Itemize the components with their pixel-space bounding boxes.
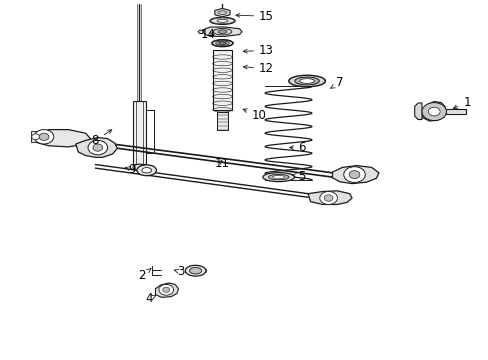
Text: 12: 12 [243, 62, 273, 75]
Bar [216, 112, 228, 130]
Circle shape [93, 144, 102, 151]
Polygon shape [133, 101, 145, 166]
Polygon shape [422, 102, 445, 121]
Polygon shape [203, 27, 242, 36]
Ellipse shape [288, 75, 325, 87]
Circle shape [319, 192, 337, 204]
Text: 9: 9 [125, 163, 136, 176]
Text: 13: 13 [243, 44, 273, 57]
Circle shape [324, 195, 332, 201]
Text: 2: 2 [138, 269, 151, 282]
Bar [445, 109, 465, 114]
Polygon shape [214, 8, 230, 17]
Text: 3: 3 [174, 265, 184, 278]
Ellipse shape [215, 41, 229, 45]
Text: 11: 11 [215, 157, 229, 170]
Text: 14: 14 [200, 28, 215, 41]
Ellipse shape [294, 77, 319, 85]
Ellipse shape [268, 175, 288, 180]
Circle shape [159, 284, 173, 295]
Bar [212, 50, 232, 110]
Polygon shape [414, 103, 421, 120]
Circle shape [348, 171, 359, 179]
Ellipse shape [133, 164, 145, 171]
Ellipse shape [189, 267, 202, 274]
Ellipse shape [185, 265, 205, 276]
Polygon shape [76, 138, 117, 157]
Polygon shape [307, 191, 351, 204]
Ellipse shape [209, 17, 235, 24]
Circle shape [343, 167, 365, 183]
Ellipse shape [299, 79, 314, 84]
Circle shape [427, 107, 439, 116]
Text: 5: 5 [292, 170, 305, 183]
Circle shape [421, 103, 446, 121]
Text: 4: 4 [145, 292, 156, 305]
Circle shape [34, 130, 54, 144]
Text: 6: 6 [289, 141, 305, 154]
Text: 8: 8 [91, 130, 112, 147]
Ellipse shape [213, 28, 231, 35]
Ellipse shape [272, 176, 284, 179]
Circle shape [163, 287, 169, 292]
Ellipse shape [218, 30, 226, 33]
Bar [31, 131, 41, 142]
Ellipse shape [218, 42, 226, 45]
Ellipse shape [142, 168, 151, 173]
Ellipse shape [263, 173, 294, 182]
Polygon shape [198, 30, 203, 33]
Circle shape [32, 134, 40, 140]
Polygon shape [332, 166, 378, 184]
Polygon shape [32, 130, 90, 147]
Ellipse shape [212, 40, 232, 46]
Text: 10: 10 [243, 109, 266, 122]
Ellipse shape [217, 19, 227, 22]
Text: 7: 7 [330, 76, 343, 89]
Circle shape [39, 133, 49, 140]
Circle shape [88, 140, 107, 155]
Ellipse shape [137, 165, 156, 176]
Polygon shape [155, 283, 178, 297]
Text: 15: 15 [236, 10, 273, 23]
Text: 1: 1 [452, 96, 470, 109]
